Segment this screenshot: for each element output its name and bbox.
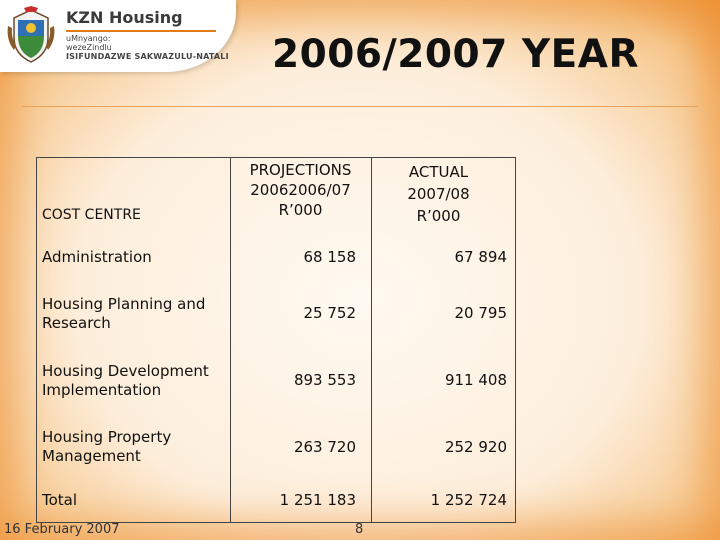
total-projection-value: 1 251 183 [279,491,356,509]
header-projections-line-1: PROJECTIONS [249,161,352,179]
table-row-label: Housing Planning and Research [42,295,205,333]
header-projections-line-3: R’000 [278,201,323,219]
logo-subtitle-3: ISIFUNDAZWE SAKWAZULU-NATALI [66,52,229,61]
total-actual-value: 1 252 724 [430,491,507,509]
table-column-divider-2 [371,157,372,523]
row-label-line: Implementation [42,381,162,399]
header-actual: ACTUAL 2007/08 R’000 [371,161,506,227]
row-projection-value: 893 553 [293,371,356,389]
logo-subtitle-2: wezeZindlu [66,43,112,52]
table-row-label-total: Total [42,491,77,510]
row-projection-value: 25 752 [303,304,357,322]
row-label-line: Research [42,314,111,332]
row-label-line: Housing Planning and [42,295,206,313]
header-actual-line-2: 2007/08 [407,185,470,203]
footer-date: 16 February 2007 [4,522,120,537]
header-actual-line-3: R’000 [416,207,461,225]
title-divider [22,106,698,107]
slide-title: 2006/2007 YEAR [272,32,640,77]
logo-underline [66,30,216,32]
logo-title: KZN Housing [66,8,183,27]
table-bottom-border [36,522,516,523]
table-row-label: Housing Development Implementation [42,362,209,400]
table-row-label: Housing Property Management [42,428,171,466]
coat-of-arms-icon [7,6,55,63]
header-projections: PROJECTIONS 20062006/07 R’000 [230,160,371,220]
row-projection-value: 68 158 [303,248,357,266]
header-actual-line-1: ACTUAL [408,163,469,181]
table-top-border [36,157,516,158]
row-actual-value: 911 408 [444,371,507,389]
header-cost-centre: COST CENTRE [42,207,141,223]
row-label-line: Housing Development [42,362,209,380]
table-row-label: Administration [42,248,152,267]
row-label-line: Administration [42,248,152,266]
row-label-line: Housing Property [42,428,172,446]
page-number: 8 [355,522,364,537]
table-right-border [515,157,516,523]
row-label-line: Total [42,491,78,509]
row-projection-value: 263 720 [293,438,356,456]
logo-subtitle-1: uMnyango: [66,34,111,43]
row-actual-value: 67 894 [454,248,508,266]
kzn-housing-logo: KZN Housing uMnyango: wezeZindlu ISIFUND… [0,0,236,72]
table-left-border [36,157,37,523]
row-actual-value: 252 920 [444,438,507,456]
header-projections-line-2: 20062006/07 [250,181,351,199]
row-label-line: Management [42,447,141,465]
table-column-divider-1 [230,157,231,523]
row-actual-value: 20 795 [454,304,508,322]
